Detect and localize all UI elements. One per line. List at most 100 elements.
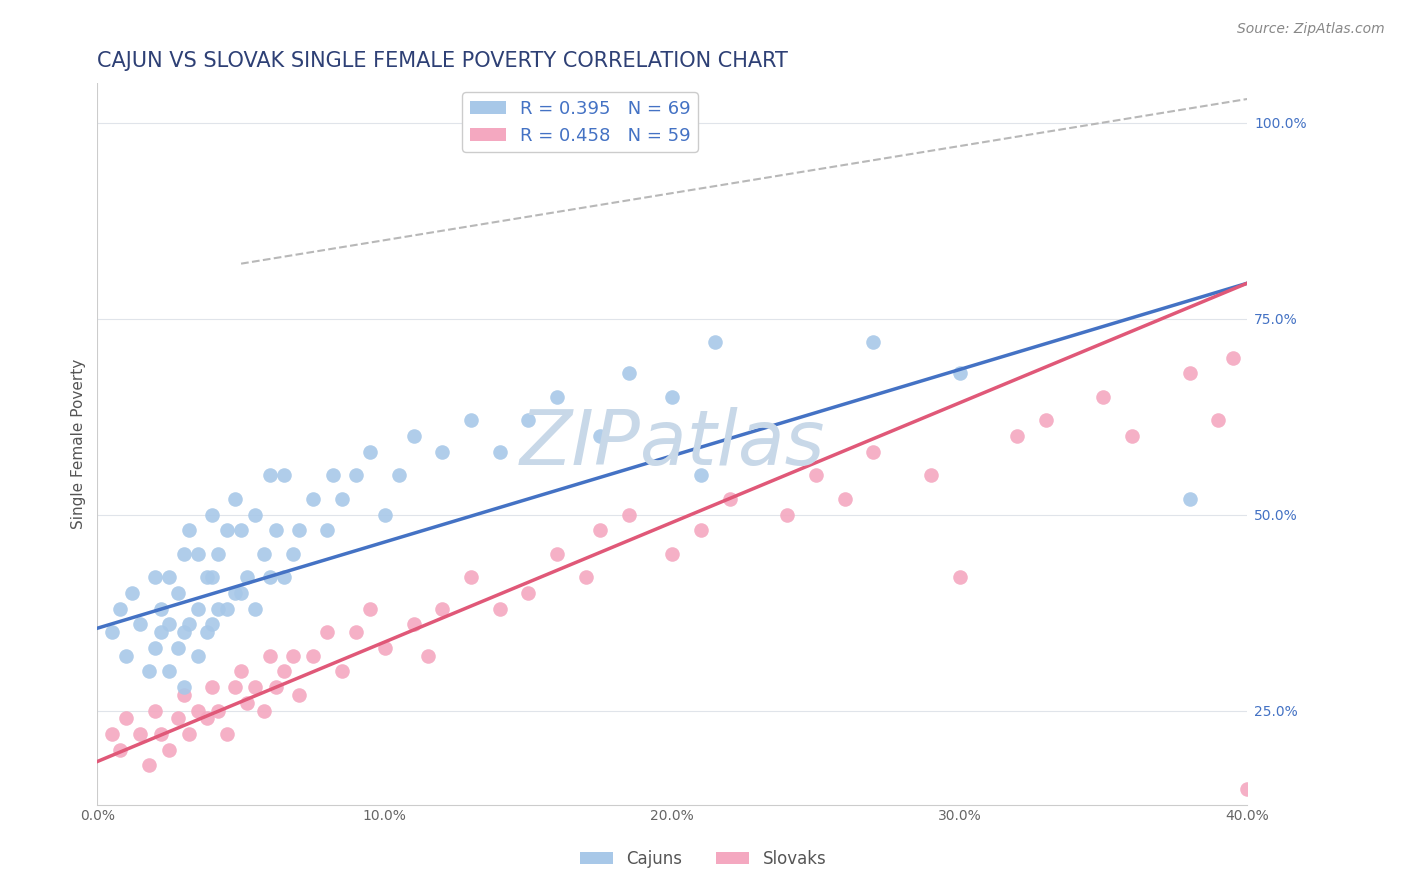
Point bbox=[166, 711, 188, 725]
Point bbox=[264, 680, 287, 694]
Point bbox=[273, 665, 295, 679]
Point bbox=[138, 758, 160, 772]
Point bbox=[207, 601, 229, 615]
Point bbox=[617, 367, 640, 381]
Point bbox=[617, 508, 640, 522]
Point bbox=[1092, 390, 1115, 404]
Point bbox=[157, 665, 180, 679]
Point bbox=[229, 665, 252, 679]
Point bbox=[690, 468, 713, 483]
Point bbox=[173, 625, 195, 640]
Point bbox=[322, 468, 344, 483]
Point bbox=[517, 586, 540, 600]
Point bbox=[488, 445, 510, 459]
Point bbox=[157, 570, 180, 584]
Point bbox=[245, 601, 267, 615]
Point bbox=[302, 648, 325, 663]
Point bbox=[259, 648, 281, 663]
Point bbox=[834, 491, 856, 506]
Point bbox=[236, 570, 259, 584]
Point bbox=[690, 523, 713, 537]
Point bbox=[245, 680, 267, 694]
Point bbox=[179, 523, 201, 537]
Point bbox=[207, 547, 229, 561]
Point bbox=[862, 334, 884, 349]
Point bbox=[157, 617, 180, 632]
Point bbox=[224, 680, 246, 694]
Point bbox=[432, 601, 454, 615]
Point bbox=[330, 491, 353, 506]
Point bbox=[804, 468, 827, 483]
Point bbox=[187, 704, 209, 718]
Point bbox=[316, 523, 339, 537]
Point bbox=[173, 688, 195, 702]
Point bbox=[201, 617, 224, 632]
Point bbox=[1222, 351, 1244, 365]
Point bbox=[273, 468, 295, 483]
Point bbox=[187, 547, 209, 561]
Point bbox=[253, 547, 276, 561]
Point bbox=[157, 743, 180, 757]
Point bbox=[201, 508, 224, 522]
Point bbox=[359, 445, 381, 459]
Point bbox=[1121, 429, 1143, 443]
Point bbox=[100, 727, 122, 741]
Text: ZIPatlas: ZIPatlas bbox=[520, 407, 825, 481]
Point bbox=[264, 523, 287, 537]
Point bbox=[115, 648, 138, 663]
Legend: Cajuns, Slovaks: Cajuns, Slovaks bbox=[574, 844, 832, 875]
Point bbox=[195, 711, 218, 725]
Point bbox=[460, 413, 482, 427]
Point bbox=[229, 523, 252, 537]
Point bbox=[402, 429, 425, 443]
Point bbox=[149, 601, 172, 615]
Point bbox=[589, 429, 612, 443]
Point bbox=[115, 711, 138, 725]
Point bbox=[143, 704, 166, 718]
Point bbox=[661, 390, 683, 404]
Y-axis label: Single Female Poverty: Single Female Poverty bbox=[72, 359, 86, 529]
Point bbox=[143, 570, 166, 584]
Point bbox=[1005, 429, 1028, 443]
Point bbox=[201, 570, 224, 584]
Point bbox=[281, 648, 304, 663]
Point bbox=[949, 367, 972, 381]
Point bbox=[195, 625, 218, 640]
Point bbox=[138, 665, 160, 679]
Point bbox=[179, 617, 201, 632]
Point bbox=[236, 696, 259, 710]
Point bbox=[718, 491, 741, 506]
Point bbox=[195, 570, 218, 584]
Point bbox=[432, 445, 454, 459]
Point bbox=[143, 640, 166, 655]
Point bbox=[129, 727, 152, 741]
Point bbox=[110, 743, 132, 757]
Point bbox=[187, 601, 209, 615]
Point bbox=[416, 648, 439, 663]
Point bbox=[460, 570, 482, 584]
Point bbox=[166, 586, 188, 600]
Point bbox=[287, 688, 309, 702]
Point bbox=[149, 727, 172, 741]
Point bbox=[215, 601, 238, 615]
Point bbox=[517, 413, 540, 427]
Point bbox=[245, 508, 267, 522]
Point bbox=[330, 665, 353, 679]
Point bbox=[302, 491, 325, 506]
Point bbox=[1178, 367, 1201, 381]
Point bbox=[100, 625, 122, 640]
Point bbox=[287, 523, 309, 537]
Point bbox=[920, 468, 942, 483]
Point bbox=[661, 547, 683, 561]
Point bbox=[374, 508, 396, 522]
Point bbox=[253, 704, 276, 718]
Point bbox=[229, 586, 252, 600]
Point bbox=[488, 601, 510, 615]
Point bbox=[121, 586, 143, 600]
Point bbox=[259, 468, 281, 483]
Point bbox=[316, 625, 339, 640]
Text: Source: ZipAtlas.com: Source: ZipAtlas.com bbox=[1237, 22, 1385, 37]
Point bbox=[546, 390, 568, 404]
Point bbox=[215, 523, 238, 537]
Point bbox=[575, 570, 598, 584]
